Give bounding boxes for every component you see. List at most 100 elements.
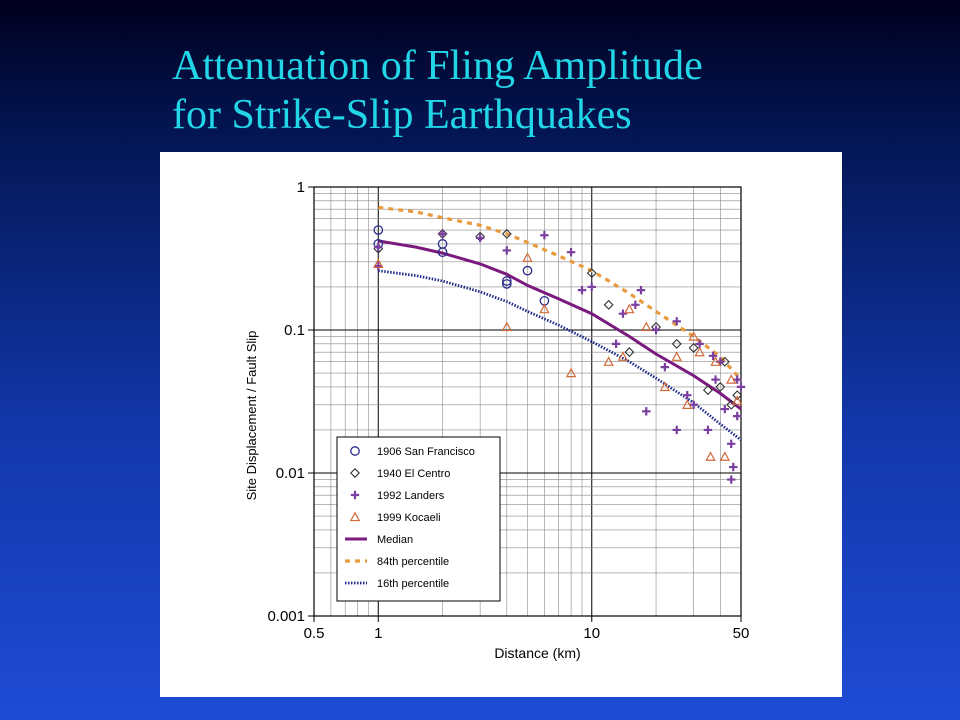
title-line-1: Attenuation of Fling Amplitude bbox=[172, 43, 703, 89]
legend-marker bbox=[350, 490, 360, 500]
fling-attenuation-chart: 0.5 1 10 50 1 0.1 0.01 0.001 Distance (km) Site… bbox=[244, 179, 749, 661]
legend-marker bbox=[350, 468, 360, 478]
data-point-cross bbox=[636, 285, 646, 295]
data-point-cross bbox=[374, 242, 383, 252]
data-point-cross bbox=[631, 300, 640, 310]
data-point-triangle bbox=[682, 399, 693, 409]
data-point-diamond bbox=[688, 342, 699, 353]
data-point-cross bbox=[733, 411, 742, 421]
data-point-cross bbox=[729, 462, 738, 472]
data-point-diamond bbox=[624, 347, 635, 358]
data-point-circle bbox=[522, 265, 533, 276]
y-tick-label: 0.1 bbox=[284, 322, 305, 339]
data-point-cross bbox=[695, 339, 704, 349]
legend-label: 1906 San Francisco bbox=[377, 446, 475, 458]
data-point-cross bbox=[618, 309, 628, 318]
data-point-cross bbox=[475, 233, 485, 243]
data-point-cross bbox=[736, 382, 746, 392]
data-point-triangle bbox=[719, 451, 731, 461]
data-point-cross bbox=[577, 285, 587, 295]
data-point-cross bbox=[672, 425, 681, 435]
data-point-diamond bbox=[732, 390, 743, 401]
data-point-cross bbox=[708, 351, 718, 361]
data-point-circle bbox=[501, 279, 512, 289]
x-tick-label: 0.5 bbox=[304, 625, 325, 642]
data-point-triangle bbox=[641, 321, 652, 332]
data-point-cross bbox=[703, 425, 713, 435]
data-point-triangle bbox=[373, 258, 384, 269]
data-point-diamond bbox=[671, 338, 682, 349]
data-point-triangle bbox=[694, 346, 705, 357]
data-point-cross bbox=[689, 400, 698, 409]
data-point-cross bbox=[566, 247, 576, 257]
curve-dashed bbox=[378, 205, 743, 381]
data-point-cross bbox=[727, 439, 736, 449]
y-tick-label: 0.01 bbox=[276, 465, 305, 482]
data-point-triangle bbox=[617, 351, 629, 361]
data-point-triangle bbox=[501, 321, 513, 332]
data-point-circle bbox=[501, 276, 512, 286]
plot-frame bbox=[313, 186, 742, 617]
y-axis-label: Site Displacement / Fault Slip bbox=[244, 331, 259, 501]
data-point-triangle bbox=[671, 351, 682, 361]
data-point-diamond bbox=[501, 228, 512, 239]
data-point-circle bbox=[437, 239, 448, 249]
data-point-cross bbox=[660, 362, 670, 372]
x-tick-label: 50 bbox=[733, 625, 750, 642]
legend-label: 16th percentile bbox=[377, 578, 449, 590]
legend-box bbox=[336, 436, 501, 602]
legend-label: 1999 Kocaeli bbox=[377, 512, 441, 524]
legend-marker bbox=[349, 511, 361, 522]
data-point-cross bbox=[438, 229, 447, 239]
data-point-triangle bbox=[688, 331, 699, 341]
data-point-circle bbox=[373, 225, 384, 235]
data-point-diamond bbox=[586, 268, 597, 279]
data-point-cross bbox=[611, 339, 621, 349]
data-point-cross bbox=[683, 390, 692, 400]
x-axis-label: Distance (km) bbox=[494, 645, 580, 661]
legend-marker bbox=[350, 446, 360, 456]
data-point-triangle bbox=[710, 356, 721, 366]
data-point-diamond bbox=[603, 299, 614, 310]
data-point-cross bbox=[711, 375, 720, 384]
data-point-cross bbox=[502, 246, 512, 255]
data-point-cross bbox=[642, 407, 651, 416]
data-point-triangle bbox=[539, 303, 550, 314]
curve-dotted bbox=[378, 269, 742, 442]
data-point-triangle bbox=[705, 451, 716, 461]
data-point-cross bbox=[720, 404, 730, 414]
data-point-triangle bbox=[659, 381, 671, 392]
title-line-2: for Strike-Slip Earthquakes bbox=[172, 92, 632, 138]
data-point-cross bbox=[540, 231, 549, 240]
data-point-cross bbox=[727, 475, 736, 484]
data-point-diamond bbox=[702, 385, 713, 396]
y-tick-label: 0.001 bbox=[267, 608, 305, 625]
data-point-cross bbox=[587, 282, 596, 292]
slide-title: Attenuation of Fling Amplitude for Strik… bbox=[172, 42, 872, 140]
data-point-triangle bbox=[726, 374, 737, 384]
chart-panel: 0.5 1 10 50 1 0.1 0.01 0.001 Distance (km) Site… bbox=[160, 152, 842, 697]
y-tick-label: 1 bbox=[297, 179, 305, 196]
data-points bbox=[373, 225, 746, 484]
grid bbox=[314, 187, 741, 616]
x-tick-label: 10 bbox=[583, 625, 600, 642]
curves bbox=[378, 205, 743, 442]
legend-label: 1940 El Centro bbox=[377, 468, 450, 480]
data-point-cross bbox=[733, 375, 742, 384]
data-point-triangle bbox=[732, 395, 743, 405]
x-tick-label: 1 bbox=[374, 625, 382, 642]
axis-ticks: 0.5 1 10 50 1 0.1 0.01 0.001 bbox=[267, 179, 749, 642]
legend-label: 84th percentile bbox=[377, 556, 449, 568]
data-point-diamond bbox=[715, 381, 726, 392]
curve-solid bbox=[378, 239, 742, 411]
legend-label: Median bbox=[377, 534, 413, 546]
legend-label: 1992 Landers bbox=[377, 490, 445, 502]
data-point-cross bbox=[672, 317, 681, 326]
data-point-triangle bbox=[565, 367, 577, 378]
data-point-triangle bbox=[522, 252, 533, 262]
data-point-diamond bbox=[719, 356, 730, 367]
data-point-triangle bbox=[624, 303, 635, 314]
data-point-triangle bbox=[603, 356, 614, 366]
data-point-cross bbox=[651, 325, 661, 335]
legend: 1906 San Francisco 1940 El Centro 1992 Lan… bbox=[336, 436, 501, 602]
